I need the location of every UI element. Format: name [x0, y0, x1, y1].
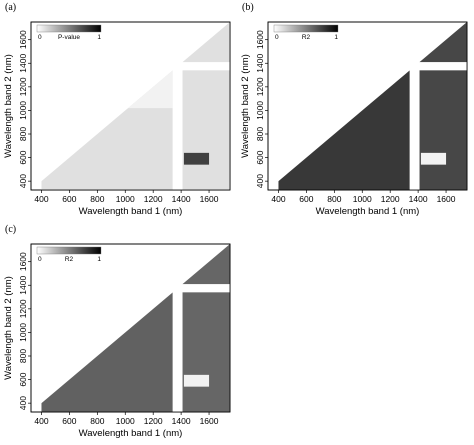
- x-tick-label: 800: [327, 194, 341, 204]
- y-tick-label: 1000: [18, 323, 28, 342]
- plot-border: [30, 21, 231, 191]
- y-tick-label: 600: [255, 150, 265, 164]
- y-tick-label: 1600: [18, 252, 28, 271]
- y-tick-label: 800: [18, 127, 28, 141]
- y-tick-label: 1400: [255, 54, 265, 73]
- y-axis-title: Wavelength band 2 (nm): [3, 54, 14, 158]
- x-tick-label: 400: [271, 194, 285, 204]
- y-tick-label: 800: [255, 127, 265, 141]
- colorbar-max: 1: [97, 256, 101, 263]
- y-axis-title: Wavelength band 2 (nm): [240, 54, 251, 158]
- chart-panel-1: 400 600 800 1000 1200 1400 1600 400 600 800 1000 12…: [3, 2, 231, 217]
- panel-label: (a): [5, 2, 16, 13]
- y-tick-label: 600: [18, 150, 28, 164]
- x-axis-title: Wavelength band 1 (nm): [316, 206, 420, 217]
- colorbar-label: R2: [302, 34, 311, 41]
- colorbar-label: R2: [65, 256, 74, 263]
- x-tick-label: 1600: [200, 416, 219, 426]
- x-tick-label: 800: [90, 416, 104, 426]
- x-tick-label: 1000: [116, 416, 135, 426]
- gap-band-vertical: [172, 244, 183, 412]
- x-tick-label: 600: [299, 194, 313, 204]
- x-tick-label: 1000: [353, 194, 372, 204]
- y-tick-label: 1400: [18, 54, 28, 73]
- y-axis-title: Wavelength band 2 (nm): [3, 276, 14, 380]
- colorbar: [273, 24, 339, 33]
- panel-label: (c): [5, 224, 16, 235]
- colorbar-min: 0: [38, 34, 42, 41]
- chart-panel-2: 400 600 800 1000 1200 1400 1600 400 600 800 1000 12…: [240, 2, 468, 217]
- colorbar-min: 0: [38, 256, 42, 263]
- y-tick-label: 1000: [255, 101, 265, 120]
- panel-label: (b): [242, 2, 254, 13]
- y-tick-label: 1600: [18, 30, 28, 49]
- heatmap-region: [183, 374, 210, 387]
- y-tick-label: 400: [18, 396, 28, 410]
- gap-band-vertical: [409, 22, 420, 190]
- y-tick-label: 400: [255, 174, 265, 188]
- x-tick-label: 600: [62, 194, 76, 204]
- y-tick-label: 1200: [18, 299, 28, 318]
- colorbar-max: 1: [97, 34, 101, 41]
- x-tick-label: 1400: [409, 194, 428, 204]
- x-tick-label: 800: [90, 194, 104, 204]
- x-tick-label: 1400: [172, 194, 191, 204]
- y-tick-label: 1200: [18, 77, 28, 96]
- colorbar: [36, 246, 102, 255]
- x-tick-label: 600: [62, 416, 76, 426]
- x-tick-label: 1200: [144, 416, 163, 426]
- y-tick-label: 600: [18, 372, 28, 386]
- y-tick-label: 400: [18, 174, 28, 188]
- y-tick-label: 800: [18, 349, 28, 363]
- heatmap-region: [183, 152, 210, 165]
- x-tick-label: 1600: [437, 194, 456, 204]
- x-axis-title: Wavelength band 1 (nm): [79, 206, 183, 217]
- x-tick-label: 1200: [144, 194, 163, 204]
- x-tick-label: 1400: [172, 416, 191, 426]
- heatmap-region: [420, 152, 447, 165]
- colorbar-max: 1: [334, 34, 338, 41]
- colorbar-label: P-value: [58, 34, 80, 41]
- chart-panel-3: 400 600 800 1000 1200 1400 1600 400 600 800 1000 12…: [3, 224, 231, 439]
- y-tick-label: 1200: [255, 77, 265, 96]
- colorbar-min: 0: [275, 34, 279, 41]
- plot-border: [267, 21, 468, 191]
- gap-band-vertical: [172, 22, 183, 190]
- y-tick-label: 1600: [255, 30, 265, 49]
- x-tick-label: 1000: [116, 194, 135, 204]
- y-tick-label: 1400: [18, 276, 28, 295]
- x-tick-label: 400: [34, 194, 48, 204]
- x-tick-label: 1600: [200, 194, 219, 204]
- x-tick-label: 1200: [381, 194, 400, 204]
- x-tick-label: 400: [34, 416, 48, 426]
- plot-border: [30, 243, 231, 413]
- y-tick-label: 1000: [18, 101, 28, 120]
- colorbar: [36, 24, 102, 33]
- x-axis-title: Wavelength band 1 (nm): [79, 428, 183, 439]
